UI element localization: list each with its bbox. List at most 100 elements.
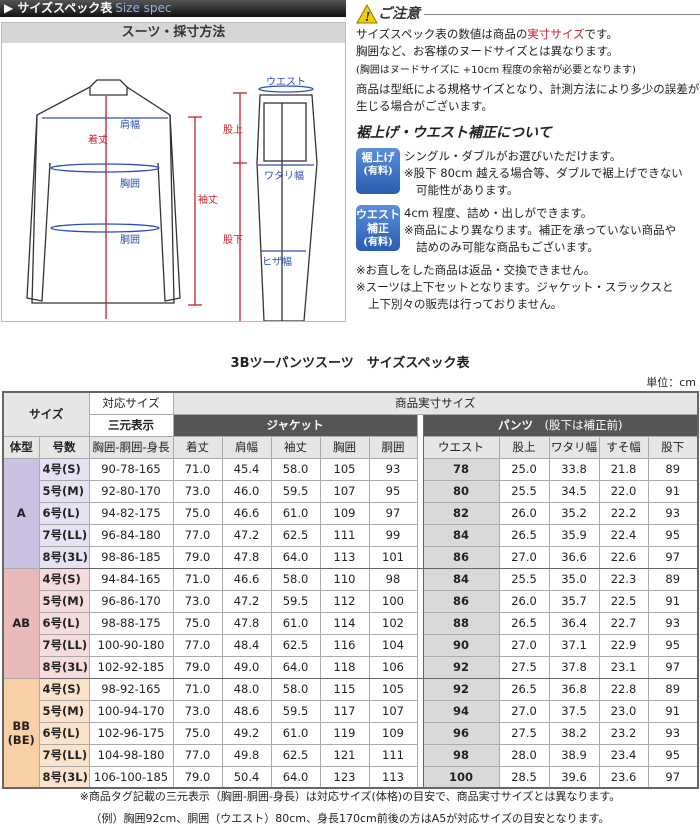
section-header: ▶ サイズスペック表 Size spec [0,0,346,17]
column-header: 胴囲 [368,435,418,459]
hem-text3: 可能性があります。 [416,183,519,197]
inseam-cell: 89 [647,457,699,481]
shoulder-cell: 49.0 [221,655,272,679]
chest-cell: 116 [319,633,370,657]
hem-text1: シングル・ダブルがお選びいただけます。 [404,149,622,163]
chest-cell: 107 [319,479,370,503]
label-shoulder: 肩幅 [120,118,140,131]
table-row: 7号(LL) 100-90-180 77.0 48.4 62.5 116 104 90 27.0… [3,633,699,657]
size-number-cell: 5号(M) [38,699,90,723]
waist-jacket-cell: 101 [368,545,418,569]
length-cell: 71.0 [172,677,223,701]
waist-jacket-cell: 113 [368,765,418,789]
waist-pants-cell: 98 [422,743,500,767]
shoulder-cell: 47.2 [221,523,272,547]
body-type-cell: A [2,457,40,569]
chest-cell: 118 [319,655,370,679]
label-waist-jacket: 胴囲 [120,234,140,246]
table-row: 5号(M) 92-80-170 73.0 46.0 59.5 107 95 80 25.5 34.… [3,479,699,503]
waist-jacket-cell: 100 [368,589,418,613]
note-line2: 胸囲など、お客様のヌードサイズとは異なります。 [356,44,619,58]
hem-width-cell: 23.1 [598,655,649,679]
chest-cell: 117 [319,699,370,723]
rise-cell: 27.5 [498,721,550,745]
rise-cell: 27.0 [498,699,550,723]
rise-cell: 28.5 [498,765,550,789]
waist-pants-cell: 80 [422,479,500,503]
shoulder-cell: 49.8 [221,743,272,767]
shoulder-cell: 47.8 [221,545,272,569]
hem-width-cell: 23.0 [598,699,649,723]
sleeve-cell: 59.5 [270,589,321,613]
sleeve-cell: 59.5 [270,479,321,503]
header-size: サイズ [2,391,90,437]
hem-text2: ※股下 80cm 越える場合等、ダブルで裾上げできない [404,166,683,180]
length-cell: 75.0 [172,611,223,635]
rise-cell: 26.5 [498,611,550,635]
column-header: 股上 [498,435,550,459]
header-3d: 三元表示 [88,413,174,437]
sleeve-cell: 62.5 [270,633,321,657]
thigh-cell: 38.2 [548,721,600,745]
suit-illustration: 肩幅 胸囲 胴囲 ウエスト ワタリ幅 ヒザ幅 着丈 袖丈 股上 股下 [26,76,318,326]
label-length: 着丈 [88,133,108,146]
waist-jacket-cell: 99 [368,523,418,547]
size-number-cell: 8号(3L) [38,545,90,569]
label-knee: ヒザ幅 [262,255,292,268]
waist-text1: 4cm 程度、詰め・出しができます。 [404,206,593,220]
body-type-cell: BB (BE) [2,677,40,789]
waist-pants-cell: 88 [422,611,500,635]
shoulder-cell: 47.8 [221,611,272,635]
hem-width-cell: 22.9 [598,633,649,657]
table-row: 5号(M) 96-86-170 73.0 47.2 59.5 112 100 86 26.0 35… [3,589,699,613]
waist-pants-cell: 86 [422,545,500,569]
three-dim-cell: 106-100-185 [88,765,174,789]
inseam-cell: 93 [647,721,699,745]
shoulder-cell: 48.0 [221,677,272,701]
length-cell: 75.0 [172,721,223,745]
waist-jacket-cell: 93 [368,457,418,481]
length-cell: 73.0 [172,479,223,503]
table-row: 6号(L) 94-82-175 75.0 46.6 61.0 109 97 82 26.0 35.… [3,501,699,525]
waist-pants-cell: 94 [422,699,500,723]
chest-cell: 121 [319,743,370,767]
column-header: 袖丈 [270,435,321,459]
length-cell: 71.0 [172,567,223,591]
sleeve-cell: 64.0 [270,545,321,569]
waist-pants-cell: 100 [422,765,500,789]
waist-jacket-cell: 111 [368,743,418,767]
body-type-cell: AB [2,567,40,679]
chest-cell: 115 [319,677,370,701]
table-row: 8号(3L) 102-92-185 79.0 49.0 64.0 118 106 92 27.5… [3,655,699,679]
rise-cell: 26.5 [498,677,550,701]
thigh-cell: 37.8 [548,655,600,679]
alteration-heading: 裾上げ・ウエスト補正について [356,125,552,141]
note-no-return: ※お直しをした商品は返品・交換できません。 [356,263,596,277]
size-number-cell: 6号(L) [38,501,90,525]
thigh-cell: 33.8 [548,457,600,481]
label-thigh: ワタリ幅 [264,169,304,182]
waist-jacket-cell: 107 [368,699,418,723]
waist-jacket-cell: 109 [368,721,418,745]
waist-pants-cell: 78 [422,457,500,481]
three-dim-cell: 96-84-180 [88,523,174,547]
waist-jacket-cell: 97 [368,501,418,525]
note-line4: 商品は型紙による規格サイズとなり、計測方法により多少の誤差が生じる場合がございま… [356,82,700,113]
hem-width-cell: 23.2 [598,721,649,745]
hem-width-cell: 21.8 [598,457,649,481]
column-header: ウエスト [422,435,500,459]
inseam-cell: 95 [647,633,699,657]
waist-pants-cell: 92 [422,677,500,701]
thigh-cell: 35.9 [548,523,600,547]
waist-pants-cell: 84 [422,567,500,591]
rise-cell: 27.0 [498,633,550,657]
three-dim-cell: 98-92-165 [88,677,174,701]
svg-text:!: ! [365,10,370,24]
notes-panel: ! ご注意 サイズスペック表の数値は商品の実寸サイズです。 胸囲など、お客様のヌ… [356,2,700,313]
table-row: AB 4号(S) 94-84-165 71.0 46.6 58.0 110 98 84 25.5 3… [2,567,699,679]
three-dim-cell: 94-82-175 [88,501,174,525]
chest-cell: 114 [319,611,370,635]
thigh-cell: 35.2 [548,501,600,525]
three-dim-cell: 102-92-185 [88,655,174,679]
waist-jacket-cell: 105 [368,677,418,701]
